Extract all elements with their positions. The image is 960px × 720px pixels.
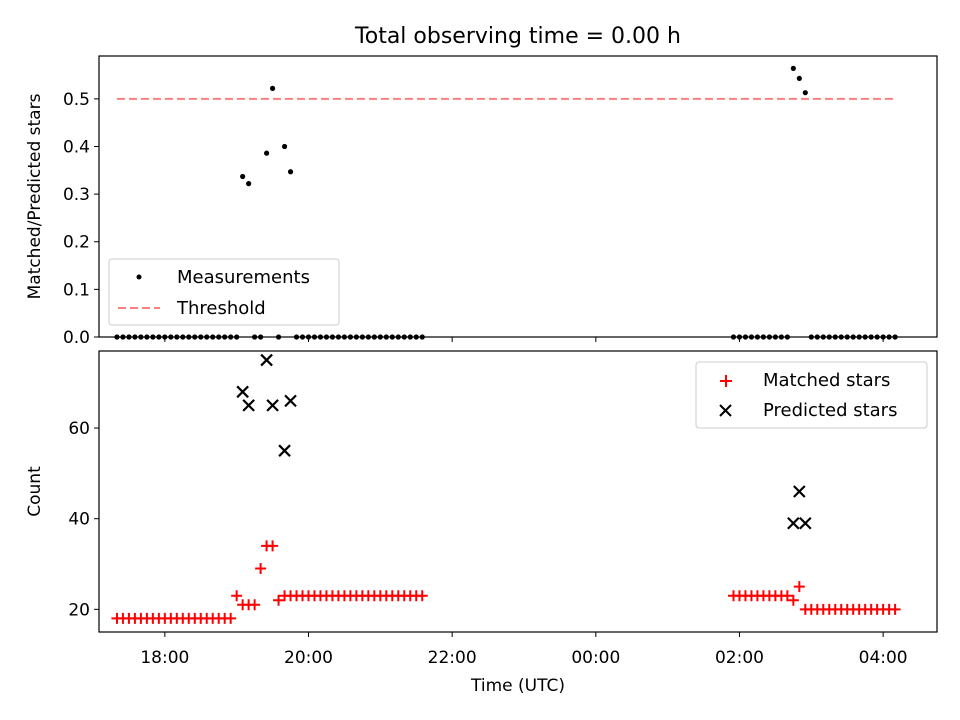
- predicted-stars-point: [242, 399, 255, 412]
- x-axis-label: Time (UTC): [470, 676, 565, 696]
- matched-stars-point: [267, 540, 279, 552]
- count-legend: Matched stars Predicted stars: [695, 361, 928, 429]
- measurements-point: [269, 85, 276, 91]
- matched-stars-point: [231, 590, 243, 602]
- x-tick-label: 22:00: [428, 648, 477, 668]
- predicted-stars-point: [278, 444, 291, 457]
- measurements-point: [802, 90, 808, 96]
- measurements-point: [281, 143, 288, 150]
- measurements-point: [790, 65, 796, 71]
- count-y-tick-label: 60: [68, 419, 90, 439]
- ratio-y-tick-label: 0.3: [63, 185, 90, 205]
- ratio-legend-frame: [108, 258, 340, 326]
- time-x-axis: 18:00 20:00 22:00 00:00 02:00 04:00: [140, 648, 907, 668]
- matched-stars-point: [787, 594, 799, 606]
- predicted-stars-point: [793, 485, 806, 498]
- measurements-point: [240, 173, 246, 180]
- measurements-point: [796, 75, 802, 81]
- measurements-legend-label: Measurements: [177, 267, 310, 288]
- predicted-stars-legend-label: Predicted stars: [763, 400, 897, 421]
- count-plot-area: 20 40 60: [68, 350, 938, 637]
- predicted-stars-point: [284, 394, 297, 408]
- matched-stars-point: [889, 603, 901, 615]
- predicted-stars-point: [266, 399, 279, 412]
- matched-stars-point: [416, 590, 428, 602]
- measurements-point: [264, 150, 270, 156]
- measurements-legend-marker: [136, 274, 142, 280]
- measurements-point: [246, 181, 252, 187]
- threshold-legend-label: Threshold: [176, 298, 266, 319]
- matched-stars-point: [793, 581, 805, 593]
- x-tick-label: 04:00: [859, 648, 908, 668]
- ratio-y-tick-label: 0.0: [63, 328, 90, 348]
- count-y-axis-label: Count: [25, 466, 45, 517]
- measurements-point: [287, 169, 294, 175]
- ratio-y-tick-label: 0.4: [63, 137, 90, 157]
- x-tick-label: 18:00: [140, 648, 189, 668]
- predicted-stars-point: [799, 516, 812, 530]
- ratio-y-axis-label: Matched/Predicted stars: [25, 93, 45, 299]
- predicted-stars-legend-marker: [719, 404, 732, 417]
- ratio-axes-frame: [98, 55, 938, 338]
- x-tick-label: 02:00: [715, 648, 764, 668]
- predicted-stars-point: [787, 516, 800, 530]
- count-y-tick-label: 40: [68, 510, 90, 530]
- matched-stars-point: [249, 599, 261, 611]
- predicted-stars-point: [260, 353, 273, 367]
- ratio-y-tick-label: 0.1: [63, 280, 90, 300]
- matched-stars-point: [255, 563, 267, 575]
- matched-stars-legend-label: Matched stars: [763, 370, 890, 391]
- count-legend-frame: [695, 361, 928, 429]
- ratio-y-tick-label: 0.2: [63, 233, 90, 253]
- x-tick-label: 20:00: [284, 648, 333, 668]
- predicted-stars-point: [236, 385, 249, 399]
- matched-stars-legend-marker: [720, 375, 732, 387]
- count-axes-frame: [98, 350, 938, 633]
- ratio-panel: Matched/Predicted stars 0.00.10.20.30.40…: [25, 55, 938, 348]
- ratio-legend: Measurements Threshold: [108, 258, 340, 326]
- count-panel: Count 20 40 60 Matched stars Predicted sta…: [25, 350, 938, 637]
- matched-stars-point: [225, 612, 237, 624]
- count-y-tick-label: 20: [68, 600, 90, 620]
- ratio-y-tick-label: 0.5: [63, 90, 90, 110]
- ratio-plot-area: 0.0 0.1 0.2 0.3 0.4 0.5: [63, 55, 938, 348]
- figure-title: Total observing time = 0.00 h: [354, 24, 681, 49]
- x-tick-label: 00:00: [571, 648, 620, 668]
- matched-stars-point: [273, 594, 285, 606]
- matched-stars-point: [781, 590, 793, 602]
